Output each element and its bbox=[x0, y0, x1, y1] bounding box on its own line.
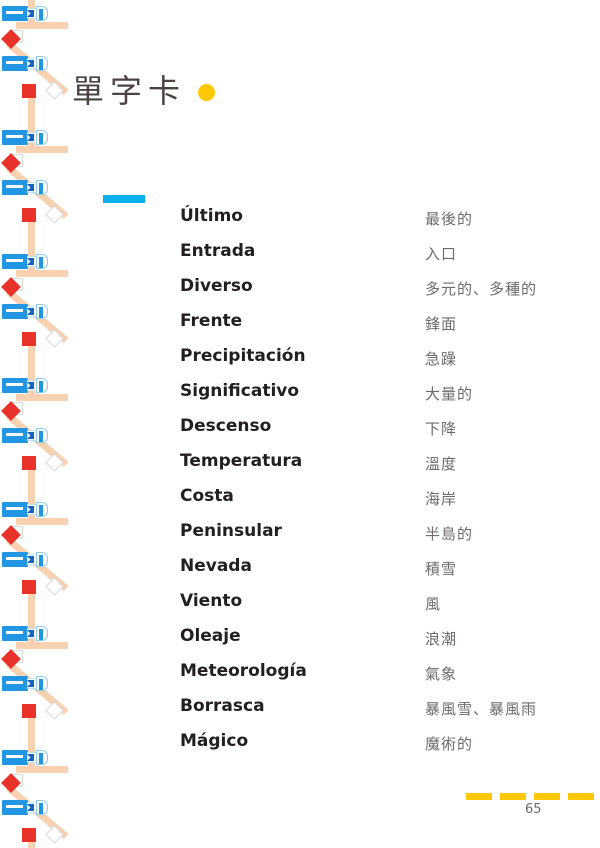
vocabulary-gloss: 浪潮 bbox=[425, 630, 458, 648]
footer-dash bbox=[500, 793, 526, 800]
stick-shape bbox=[28, 0, 35, 24]
vocabulary-gloss: 海岸 bbox=[425, 490, 458, 508]
footer-dash bbox=[466, 793, 492, 800]
vocabulary-row: Oleaje 浪潮 bbox=[0, 626, 600, 661]
footer-dash bbox=[568, 793, 594, 800]
decor-motif bbox=[0, 84, 72, 212]
vocabulary-gloss: 大量的 bbox=[425, 385, 474, 403]
hollow-diamond-icon bbox=[45, 81, 64, 100]
vocabulary-term: Temperatura bbox=[180, 451, 303, 471]
red-flag-icon bbox=[1, 153, 21, 173]
horn-icon bbox=[2, 56, 48, 71]
decor-motif bbox=[0, 22, 72, 150]
vocabulary-term: Costa bbox=[180, 486, 234, 506]
stick-shape bbox=[5, 40, 69, 96]
hollow-diamond-icon bbox=[10, 774, 23, 787]
vocabulary-row: Temperatura 溫度 bbox=[0, 451, 600, 486]
vocabulary-term: Mágico bbox=[180, 731, 249, 751]
vocabulary-gloss: 入口 bbox=[425, 245, 458, 263]
vocabulary-list: Último 最後的 Entrada 入口 Diverso 多元的、多種的 Frente 鋒面… bbox=[0, 206, 600, 766]
decor-motif bbox=[0, 766, 72, 848]
vocabulary-gloss: 氣象 bbox=[425, 665, 458, 683]
horn-icon bbox=[2, 180, 48, 195]
vocabulary-row: Peninsular 半島的 bbox=[0, 521, 600, 556]
vocabulary-row: Meteorología 氣象 bbox=[0, 661, 600, 696]
horn-icon bbox=[2, 130, 48, 145]
vocabulary-gloss: 下降 bbox=[425, 420, 458, 438]
stick-shape bbox=[28, 830, 35, 848]
yellow-dot-icon bbox=[198, 84, 215, 101]
vocabulary-term: Borrasca bbox=[180, 696, 265, 716]
stick-shape bbox=[16, 766, 68, 773]
vocabulary-row: Precipitación 急躁 bbox=[0, 346, 600, 381]
vocabulary-gloss: 風 bbox=[425, 595, 442, 613]
vocabulary-row: Viento 風 bbox=[0, 591, 600, 626]
hollow-diamond-icon bbox=[10, 30, 23, 43]
stick-shape bbox=[28, 86, 35, 148]
vocabulary-row: Descenso 下降 bbox=[0, 416, 600, 451]
vocabulary-term: Diverso bbox=[180, 276, 253, 296]
vocabulary-term: Precipitación bbox=[180, 346, 306, 366]
vocabulary-row: Último 最後的 bbox=[0, 206, 600, 241]
page-title: 單字卡 bbox=[72, 72, 187, 110]
footer-dash bbox=[534, 793, 560, 800]
vocabulary-term: Oleaje bbox=[180, 626, 241, 646]
vocabulary-row: Frente 鋒面 bbox=[0, 311, 600, 346]
hollow-diamond-icon bbox=[45, 825, 64, 844]
vocabulary-row: Mágico 魔術的 bbox=[0, 731, 600, 766]
vocabulary-term: Frente bbox=[180, 311, 243, 331]
accent-bar bbox=[103, 195, 145, 203]
vocabulary-gloss: 魔術的 bbox=[425, 735, 474, 753]
horn-icon bbox=[2, 800, 48, 815]
stick-shape bbox=[5, 784, 69, 840]
vocabulary-row: Significativo 大量的 bbox=[0, 381, 600, 416]
vocabulary-gloss: 多元的、多種的 bbox=[425, 280, 538, 298]
vocabulary-row: Diverso 多元的、多種的 bbox=[0, 276, 600, 311]
vocabulary-gloss: 急躁 bbox=[425, 350, 458, 368]
vocabulary-term: Descenso bbox=[180, 416, 272, 436]
hollow-diamond-icon bbox=[10, 154, 23, 167]
decor-motif bbox=[0, 0, 72, 88]
vocabulary-term: Viento bbox=[180, 591, 243, 611]
red-flag-icon bbox=[22, 828, 36, 842]
horn-icon bbox=[2, 6, 48, 21]
red-flag-icon bbox=[1, 29, 21, 49]
stick-shape bbox=[16, 22, 68, 29]
red-flag-icon bbox=[22, 84, 36, 98]
vocabulary-row: Nevada 積雪 bbox=[0, 556, 600, 591]
vocabulary-term: Nevada bbox=[180, 556, 252, 576]
vocabulary-term: Último bbox=[180, 206, 243, 226]
vocabulary-row: Borrasca 暴風雪、暴風雨 bbox=[0, 696, 600, 731]
vocabulary-row: Entrada 入口 bbox=[0, 241, 600, 276]
vocabulary-term: Significativo bbox=[180, 381, 300, 401]
decor-motif bbox=[0, 828, 72, 848]
footer-dash-decoration bbox=[466, 793, 596, 800]
vocabulary-gloss: 最後的 bbox=[425, 210, 474, 228]
page-number: 65 bbox=[525, 802, 542, 817]
vocabulary-gloss: 積雪 bbox=[425, 560, 458, 578]
vocabulary-term: Peninsular bbox=[180, 521, 282, 541]
vocabulary-gloss: 溫度 bbox=[425, 455, 458, 473]
vocabulary-row: Costa 海岸 bbox=[0, 486, 600, 521]
vocabulary-term: Entrada bbox=[180, 241, 256, 261]
vocabulary-gloss: 鋒面 bbox=[425, 315, 458, 333]
vocabulary-gloss: 半島的 bbox=[425, 525, 474, 543]
stick-shape bbox=[16, 146, 68, 153]
vocabulary-term: Meteorología bbox=[180, 661, 307, 681]
vocabulary-gloss: 暴風雪、暴風雨 bbox=[425, 700, 538, 718]
red-flag-icon bbox=[1, 773, 21, 793]
